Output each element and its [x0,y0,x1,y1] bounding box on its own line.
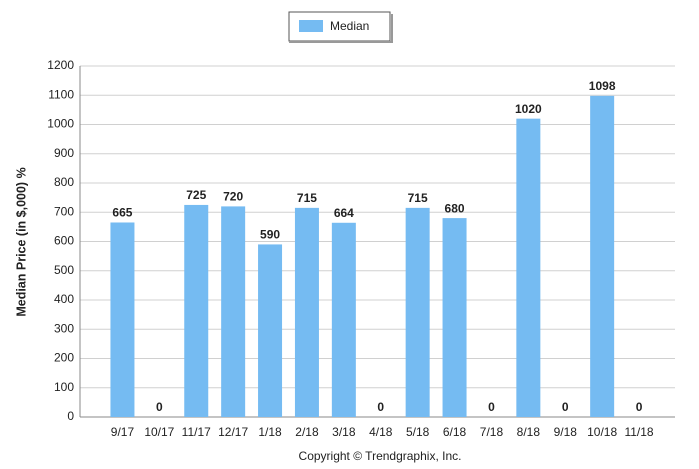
x-tick-label: 10/18 [587,425,617,439]
x-tick-label: 1/18 [258,425,282,439]
x-tick-label: 9/18 [554,425,578,439]
bar [516,118,541,418]
bar [110,222,135,417]
bar [221,206,246,417]
bar [590,95,615,418]
data-label: 0 [156,400,163,414]
footer: Copyright © Trendgraphix, Inc. [299,449,462,463]
data-label: 1098 [589,79,616,93]
data-label: 720 [223,190,243,204]
legend-shadow [391,14,393,43]
y-tick-label: 200 [54,351,74,365]
y-tick-label: 1000 [47,117,74,131]
data-label: 0 [377,400,384,414]
y-tick-label: 0 [67,409,74,423]
x-tick-label: 7/18 [480,425,504,439]
x-tick-label: 11/18 [624,425,653,439]
y-tick-label: 400 [54,292,74,306]
x-tick-label: 5/18 [406,425,430,439]
x-tick-label: 3/18 [332,425,356,439]
data-label: 0 [562,400,569,414]
y-tick-label: 600 [54,234,74,248]
data-label: 680 [445,201,465,215]
bar [294,207,319,417]
bar [258,244,283,417]
bar [442,218,467,417]
x-tick-label: 11/17 [182,425,211,439]
data-label: 0 [636,400,643,414]
x-tick-label: 4/18 [369,425,393,439]
bar [405,207,430,417]
y-tick-label: 500 [54,263,74,277]
y-tick-label: 1200 [47,58,74,72]
x-tick-label: 9/17 [111,425,135,439]
y-tick-label: 700 [54,204,74,218]
x-tick-label: 8/18 [517,425,541,439]
data-label: 665 [112,206,132,220]
y-tick-label: 900 [54,146,74,160]
bar [331,222,356,417]
x-tick-label: 6/18 [443,425,467,439]
x-tick-label: 10/17 [144,425,174,439]
data-label: 664 [334,206,354,220]
legend-swatch [299,20,323,32]
data-label: 590 [260,228,280,242]
data-label: 1020 [515,102,542,116]
y-axis-label: Median Price (in $,000) % [14,167,28,316]
y-tick-label: 300 [54,321,74,335]
x-tick-label: 12/17 [218,425,248,439]
y-tick-label: 1100 [48,87,74,101]
x-tick-label: 2/18 [295,425,319,439]
y-tick-label: 100 [54,380,74,394]
data-label: 715 [297,191,317,205]
y-tick-label: 800 [54,175,74,189]
data-label: 715 [408,191,428,205]
data-label: 0 [488,400,495,414]
data-label: 725 [186,188,206,202]
legend-label: Median [330,19,369,33]
legend-shadow [289,41,393,43]
bar [184,204,209,417]
